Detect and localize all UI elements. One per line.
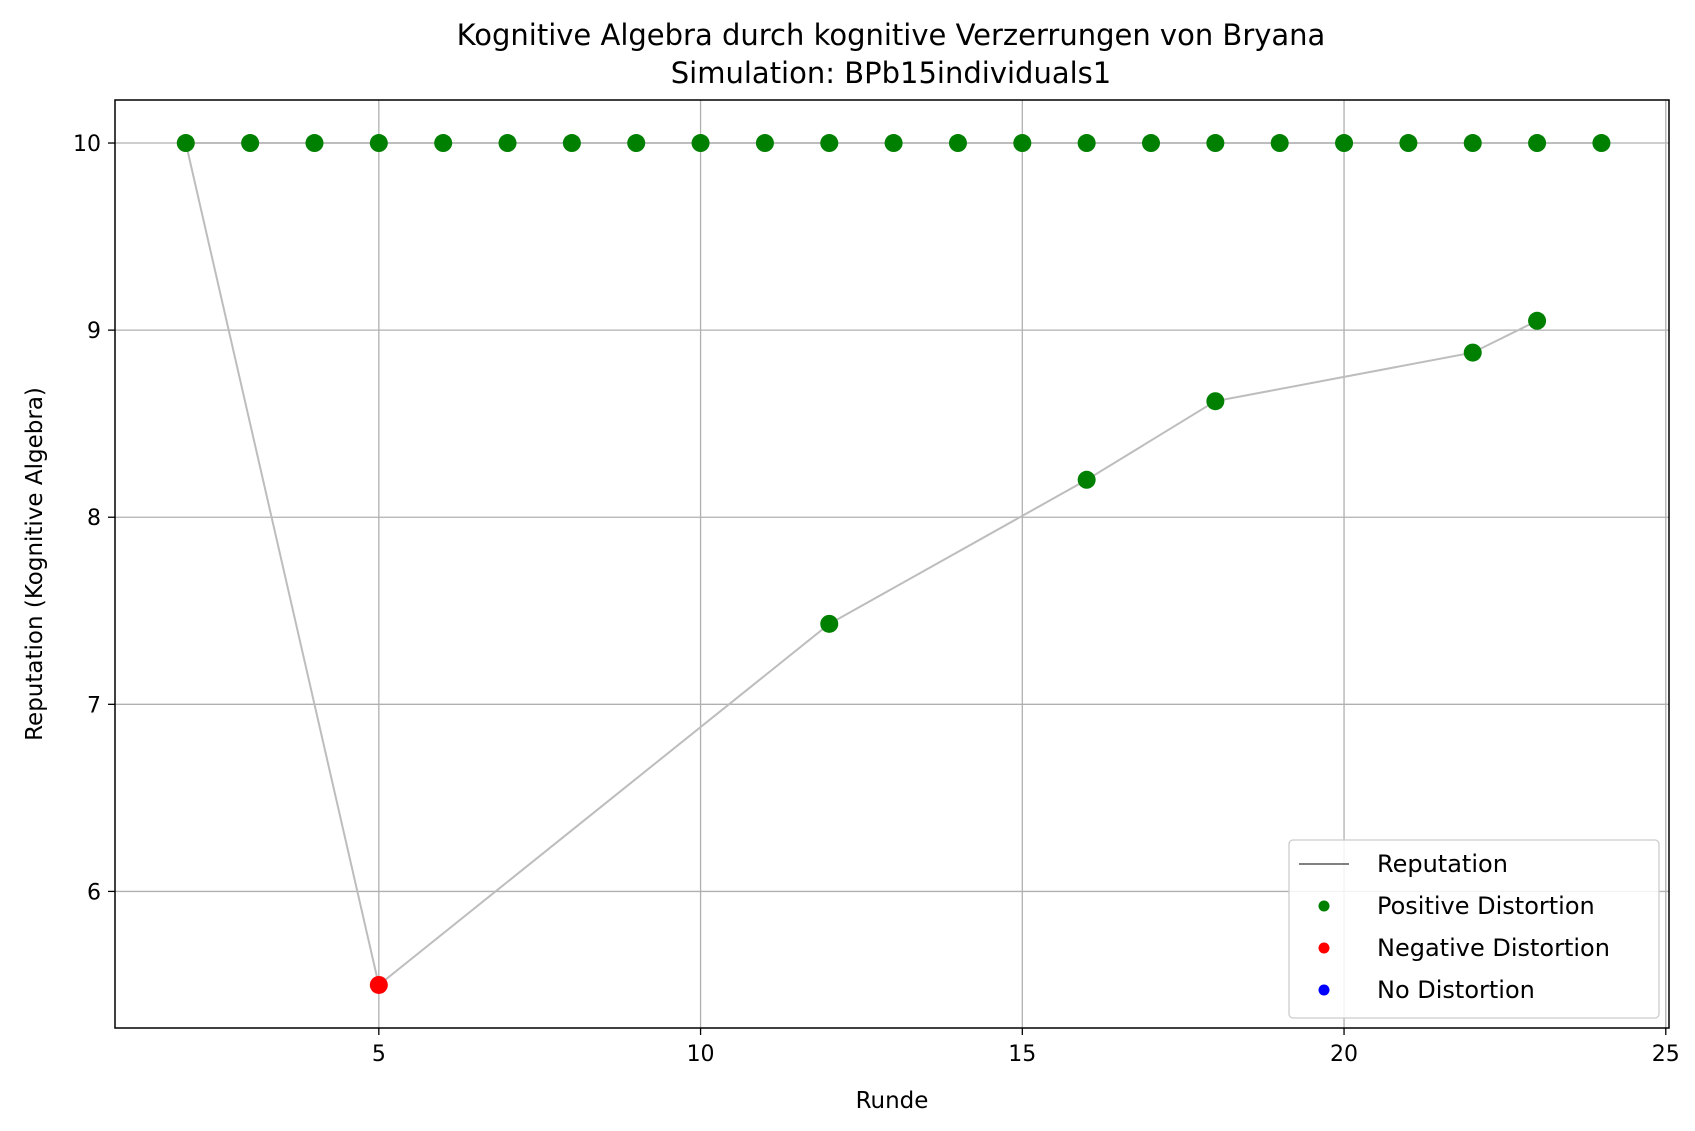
data-point-positive	[241, 134, 260, 153]
legend-label: No Distortion	[1377, 976, 1535, 1004]
data-point-positive	[1013, 134, 1032, 153]
legend-marker-positive	[1318, 900, 1330, 912]
data-point-positive	[884, 134, 903, 153]
x-tick-label: 5	[372, 1042, 386, 1067]
legend-label: Positive Distortion	[1377, 892, 1595, 920]
data-point-positive	[627, 134, 646, 153]
data-markers	[176, 134, 1611, 994]
x-axis-label: Runde	[856, 1088, 929, 1114]
legend: Reputation Positive Distortion Negative Di…	[1288, 839, 1660, 1019]
data-point-positive	[1142, 134, 1160, 153]
x-tick-label: 15	[1008, 1042, 1036, 1067]
y-tick-label: 8	[87, 506, 101, 531]
legend-box	[1288, 839, 1660, 1019]
data-point-positive	[305, 134, 324, 153]
data-point-positive	[434, 134, 453, 153]
data-point-positive	[562, 134, 581, 153]
y-axis-label: Reputation (Kognitive Algebra)	[22, 387, 48, 741]
x-tick-label: 25	[1652, 1042, 1680, 1067]
x-tick-label: 20	[1330, 1042, 1358, 1067]
data-point-positive	[1528, 134, 1547, 153]
data-point-positive	[1206, 134, 1225, 153]
legend-label: Reputation	[1377, 850, 1508, 878]
data-point-positive	[1528, 311, 1547, 330]
chart-title: Kognitive Algebra durch kognitive Verzer…	[457, 18, 1326, 52]
data-point-positive	[691, 134, 710, 153]
data-point-positive	[1463, 343, 1482, 362]
legend-marker-none	[1318, 984, 1330, 996]
data-point-positive	[1270, 134, 1289, 153]
x-tick-label: 10	[687, 1042, 715, 1067]
data-point-positive	[820, 134, 839, 153]
y-tick-label: 9	[87, 319, 101, 344]
plot-frame	[114, 99, 1670, 1029]
data-point-positive	[1077, 134, 1096, 153]
data-point-positive	[755, 134, 774, 153]
data-point-positive	[498, 134, 517, 153]
y-tick-label: 7	[87, 693, 101, 718]
data-point-positive	[1335, 134, 1354, 153]
data-point-positive	[369, 134, 388, 153]
legend-marker-negative	[1318, 942, 1330, 954]
data-point-positive	[1077, 470, 1096, 489]
y-tick-label: 6	[87, 880, 101, 905]
data-point-positive	[948, 134, 967, 153]
chart-subtitle: Simulation: BPb15individuals1	[671, 56, 1111, 90]
axis-ticks: 5 10 15 20 25 6 7 8 9 10	[73, 132, 1680, 1067]
data-point-positive	[820, 614, 839, 633]
data-point-positive	[1463, 134, 1482, 153]
data-point-negative	[369, 975, 388, 994]
data-point-positive	[1592, 134, 1611, 153]
y-tick-label: 10	[73, 132, 101, 157]
data-point-positive	[1206, 392, 1225, 411]
data-point-positive	[176, 134, 195, 153]
legend-label: Negative Distortion	[1377, 934, 1610, 962]
data-point-positive	[1399, 134, 1418, 153]
